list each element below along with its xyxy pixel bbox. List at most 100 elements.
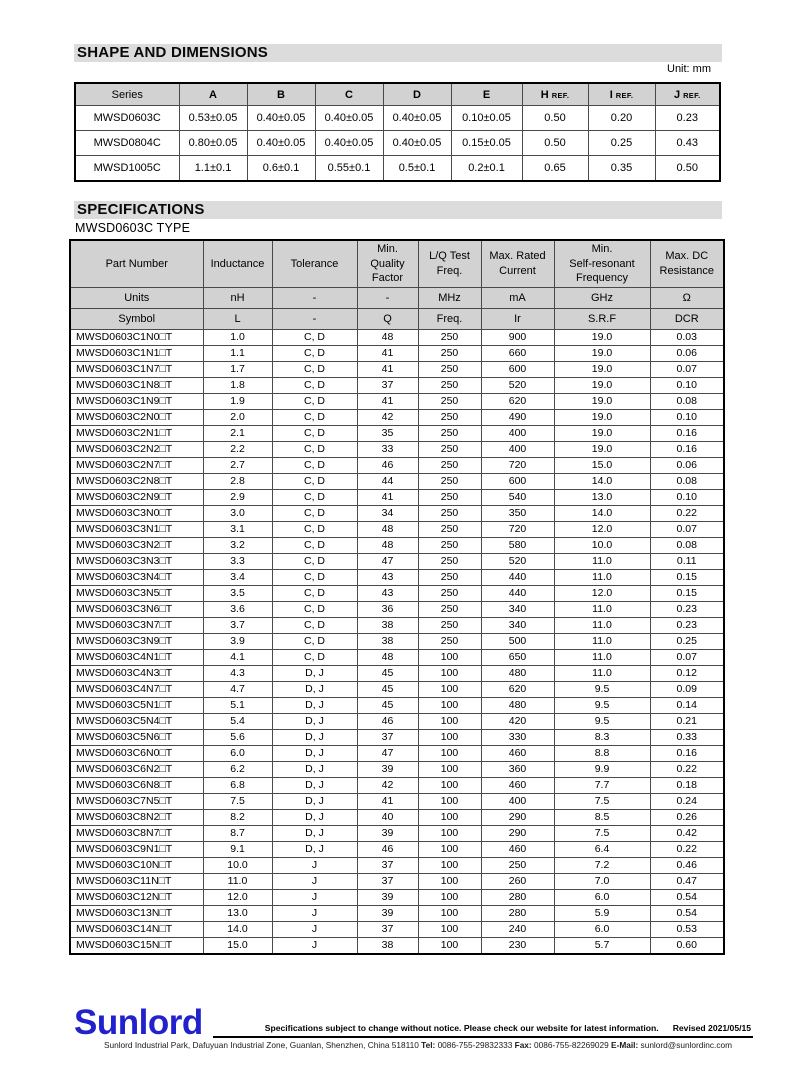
- spec-value-cell: 48: [356, 537, 419, 554]
- ref-suffix-label: REF.: [615, 90, 634, 100]
- column-header-label: A: [209, 88, 217, 101]
- spec-value-cell: 9.5: [553, 697, 651, 714]
- spec-value-cell: 3.5: [202, 585, 273, 602]
- spec-value-cell: 48: [356, 649, 419, 666]
- spec-value-cell: 6.0: [553, 921, 651, 938]
- section-title-shape-and-dimensions: SHAPE AND DIMENSIONS: [74, 44, 722, 62]
- spec-value-cell: 7.7: [553, 777, 651, 794]
- spec-value-cell: 0.08: [649, 393, 725, 410]
- spec-row: MWSD0603C5N6□T 5.6 D, J 37 100 330 8.3 0.33: [69, 729, 725, 746]
- dimension-value-cell: 0.6±0.1: [246, 155, 316, 182]
- spec-value-cell: 0.25: [649, 633, 725, 650]
- spec-value-cell: 250: [417, 537, 482, 554]
- part-number-cell: MWSD0603C1N7□T: [69, 361, 204, 378]
- spec-value-cell: 37: [356, 377, 419, 394]
- part-number-cell: MWSD0603C3N4□T: [69, 569, 204, 586]
- spec-symbol-cell: -: [271, 308, 358, 330]
- spec-value-cell: C, D: [271, 457, 358, 474]
- dimension-value-cell: 0.2±0.1: [450, 155, 523, 182]
- spec-value-cell: 250: [417, 489, 482, 506]
- spec-value-cell: 2.0: [202, 409, 273, 426]
- spec-value-cell: 39: [356, 889, 419, 906]
- spec-value-cell: 0.08: [649, 473, 725, 490]
- dimension-value-cell: 0.55±0.1: [314, 155, 384, 182]
- spec-value-cell: C, D: [271, 425, 358, 442]
- spec-value-cell: 11.0: [553, 569, 651, 586]
- dimension-row: MWSD1005C 1.1±0.1 0.6±0.1 0.55±0.1 0.5±0.1 0.…: [74, 155, 721, 182]
- spec-symbol-cell: Freq.: [417, 308, 482, 330]
- spec-row: MWSD0603C1N9□T 1.9 C, D 41 250 620 19.0 0.08: [69, 393, 725, 410]
- spec-value-cell: 260: [480, 873, 555, 890]
- spec-value-cell: 6.0: [553, 889, 651, 906]
- column-header-label: D: [413, 88, 421, 101]
- column-header-label: Series: [111, 88, 143, 101]
- spec-value-cell: 1.8: [202, 377, 273, 394]
- spec-value-cell: 15.0: [553, 457, 651, 474]
- spec-value-cell: 9.5: [553, 713, 651, 730]
- spec-value-cell: 43: [356, 569, 419, 586]
- spec-value-cell: 250: [417, 361, 482, 378]
- spec-units-row: Units nH - - MHz mA GHz Ω: [69, 287, 725, 309]
- spec-value-cell: 250: [417, 617, 482, 634]
- spec-value-cell: 7.5: [553, 825, 651, 842]
- spec-value-cell: 250: [417, 553, 482, 570]
- spec-value-cell: 290: [480, 825, 555, 842]
- dimension-value-cell: 0.40±0.05: [382, 105, 452, 131]
- dimensions-column-header: A: [178, 82, 248, 106]
- spec-value-cell: 0.16: [649, 425, 725, 442]
- spec-row: MWSD0603C8N2□T 8.2 D, J 40 100 290 8.5 0.26: [69, 809, 725, 826]
- spec-value-cell: 1.9: [202, 393, 273, 410]
- spec-value-cell: 36: [356, 601, 419, 618]
- spec-value-cell: 100: [417, 905, 482, 922]
- part-number-cell: MWSD0603C15N□T: [69, 937, 204, 955]
- footer-email-link[interactable]: sunlord@sunlordinc.com: [638, 1040, 732, 1050]
- dimension-value-cell: 0.65: [521, 155, 589, 182]
- spec-value-cell: 33: [356, 441, 419, 458]
- spec-value-cell: J: [271, 905, 358, 922]
- footer-address-label: E-Mail:: [611, 1040, 639, 1050]
- spec-value-cell: 38: [356, 633, 419, 650]
- spec-value-cell: 0.15: [649, 585, 725, 602]
- spec-symbol-cell: Ir: [480, 308, 555, 330]
- spec-value-cell: 48: [356, 521, 419, 538]
- spec-value-cell: J: [271, 889, 358, 906]
- part-number-cell: MWSD0603C2N1□T: [69, 425, 204, 442]
- part-number-cell: MWSD0603C3N1□T: [69, 521, 204, 538]
- spec-value-cell: 12.0: [553, 585, 651, 602]
- part-number-cell: MWSD0603C2N8□T: [69, 473, 204, 490]
- spec-value-cell: 100: [417, 649, 482, 666]
- dimension-value-cell: 0.50: [654, 155, 721, 182]
- spec-value-cell: 290: [480, 809, 555, 826]
- footer-address-label: Fax:: [514, 1040, 532, 1050]
- column-header-label: B: [277, 88, 285, 101]
- spec-value-cell: 3.3: [202, 553, 273, 570]
- spec-column-header: Inductance: [202, 239, 273, 288]
- spec-value-cell: 0.23: [649, 601, 725, 618]
- spec-row: MWSD0603C12N□T 12.0 J 39 100 280 6.0 0.54: [69, 889, 725, 906]
- dimensions-column-header: C: [314, 82, 384, 106]
- spec-value-cell: 3.0: [202, 505, 273, 522]
- spec-value-cell: 43: [356, 585, 419, 602]
- spec-value-cell: 650: [480, 649, 555, 666]
- spec-value-cell: 100: [417, 937, 482, 955]
- spec-value-cell: C, D: [271, 409, 358, 426]
- spec-value-cell: 250: [417, 345, 482, 362]
- spec-row: MWSD0603C5N4□T 5.4 D, J 46 100 420 9.5 0.21: [69, 713, 725, 730]
- spec-value-cell: 5.1: [202, 697, 273, 714]
- spec-value-cell: 250: [417, 521, 482, 538]
- spec-value-cell: D, J: [271, 841, 358, 858]
- spec-row: MWSD0603C3N1□T 3.1 C, D 48 250 720 12.0 0.07: [69, 521, 725, 538]
- spec-value-cell: 34: [356, 505, 419, 522]
- ref-suffix-label: REF.: [551, 90, 570, 100]
- dimensions-column-header: I REF.: [587, 82, 656, 106]
- spec-value-cell: 720: [480, 457, 555, 474]
- column-header-label: C: [345, 88, 353, 101]
- spec-value-cell: D, J: [271, 761, 358, 778]
- spec-column-header: Min. Quality Factor: [356, 239, 419, 288]
- column-header-label: J: [673, 88, 681, 101]
- spec-value-cell: 3.6: [202, 601, 273, 618]
- spec-value-cell: 45: [356, 665, 419, 682]
- spec-value-cell: C, D: [271, 569, 358, 586]
- spec-value-cell: 0.10: [649, 409, 725, 426]
- spec-value-cell: 100: [417, 857, 482, 874]
